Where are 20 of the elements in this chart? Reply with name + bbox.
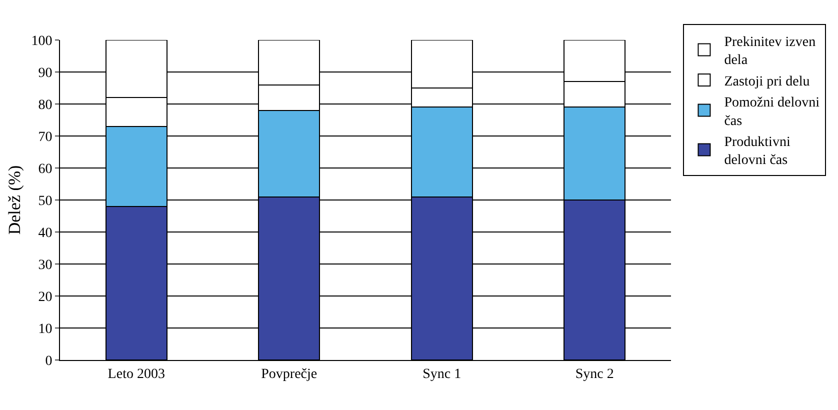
y-tick-label: 10 xyxy=(38,322,52,337)
y-tick-label: 0 xyxy=(45,354,52,369)
y-tick-label: 100 xyxy=(31,34,52,49)
y-tick-label: 20 xyxy=(38,290,52,305)
y-tick-label: 60 xyxy=(38,162,52,177)
y-axis-title: Delež (%) xyxy=(4,165,24,235)
y-tick-label: 50 xyxy=(38,194,52,209)
legend-label: Prekinitev izven dela xyxy=(724,35,816,68)
x-tick-label: Leto 2003 xyxy=(108,366,165,382)
x-tick-label: Povprečje xyxy=(261,366,318,382)
y-tick-label: 80 xyxy=(38,98,52,113)
legend-label: Pomožni delovni čas xyxy=(724,96,820,129)
y-tick-label: 90 xyxy=(38,66,52,81)
x-tick-label: Sync 1 xyxy=(422,366,462,382)
y-tick-label: 40 xyxy=(38,226,52,241)
y-tick-label: 30 xyxy=(38,258,52,273)
x-tick-label: Sync 2 xyxy=(575,366,614,382)
legend-label: Produktivni delovni čas xyxy=(724,135,790,168)
legend-label: Zastoji pri delu xyxy=(724,74,810,90)
y-tick-label: 70 xyxy=(38,130,52,145)
